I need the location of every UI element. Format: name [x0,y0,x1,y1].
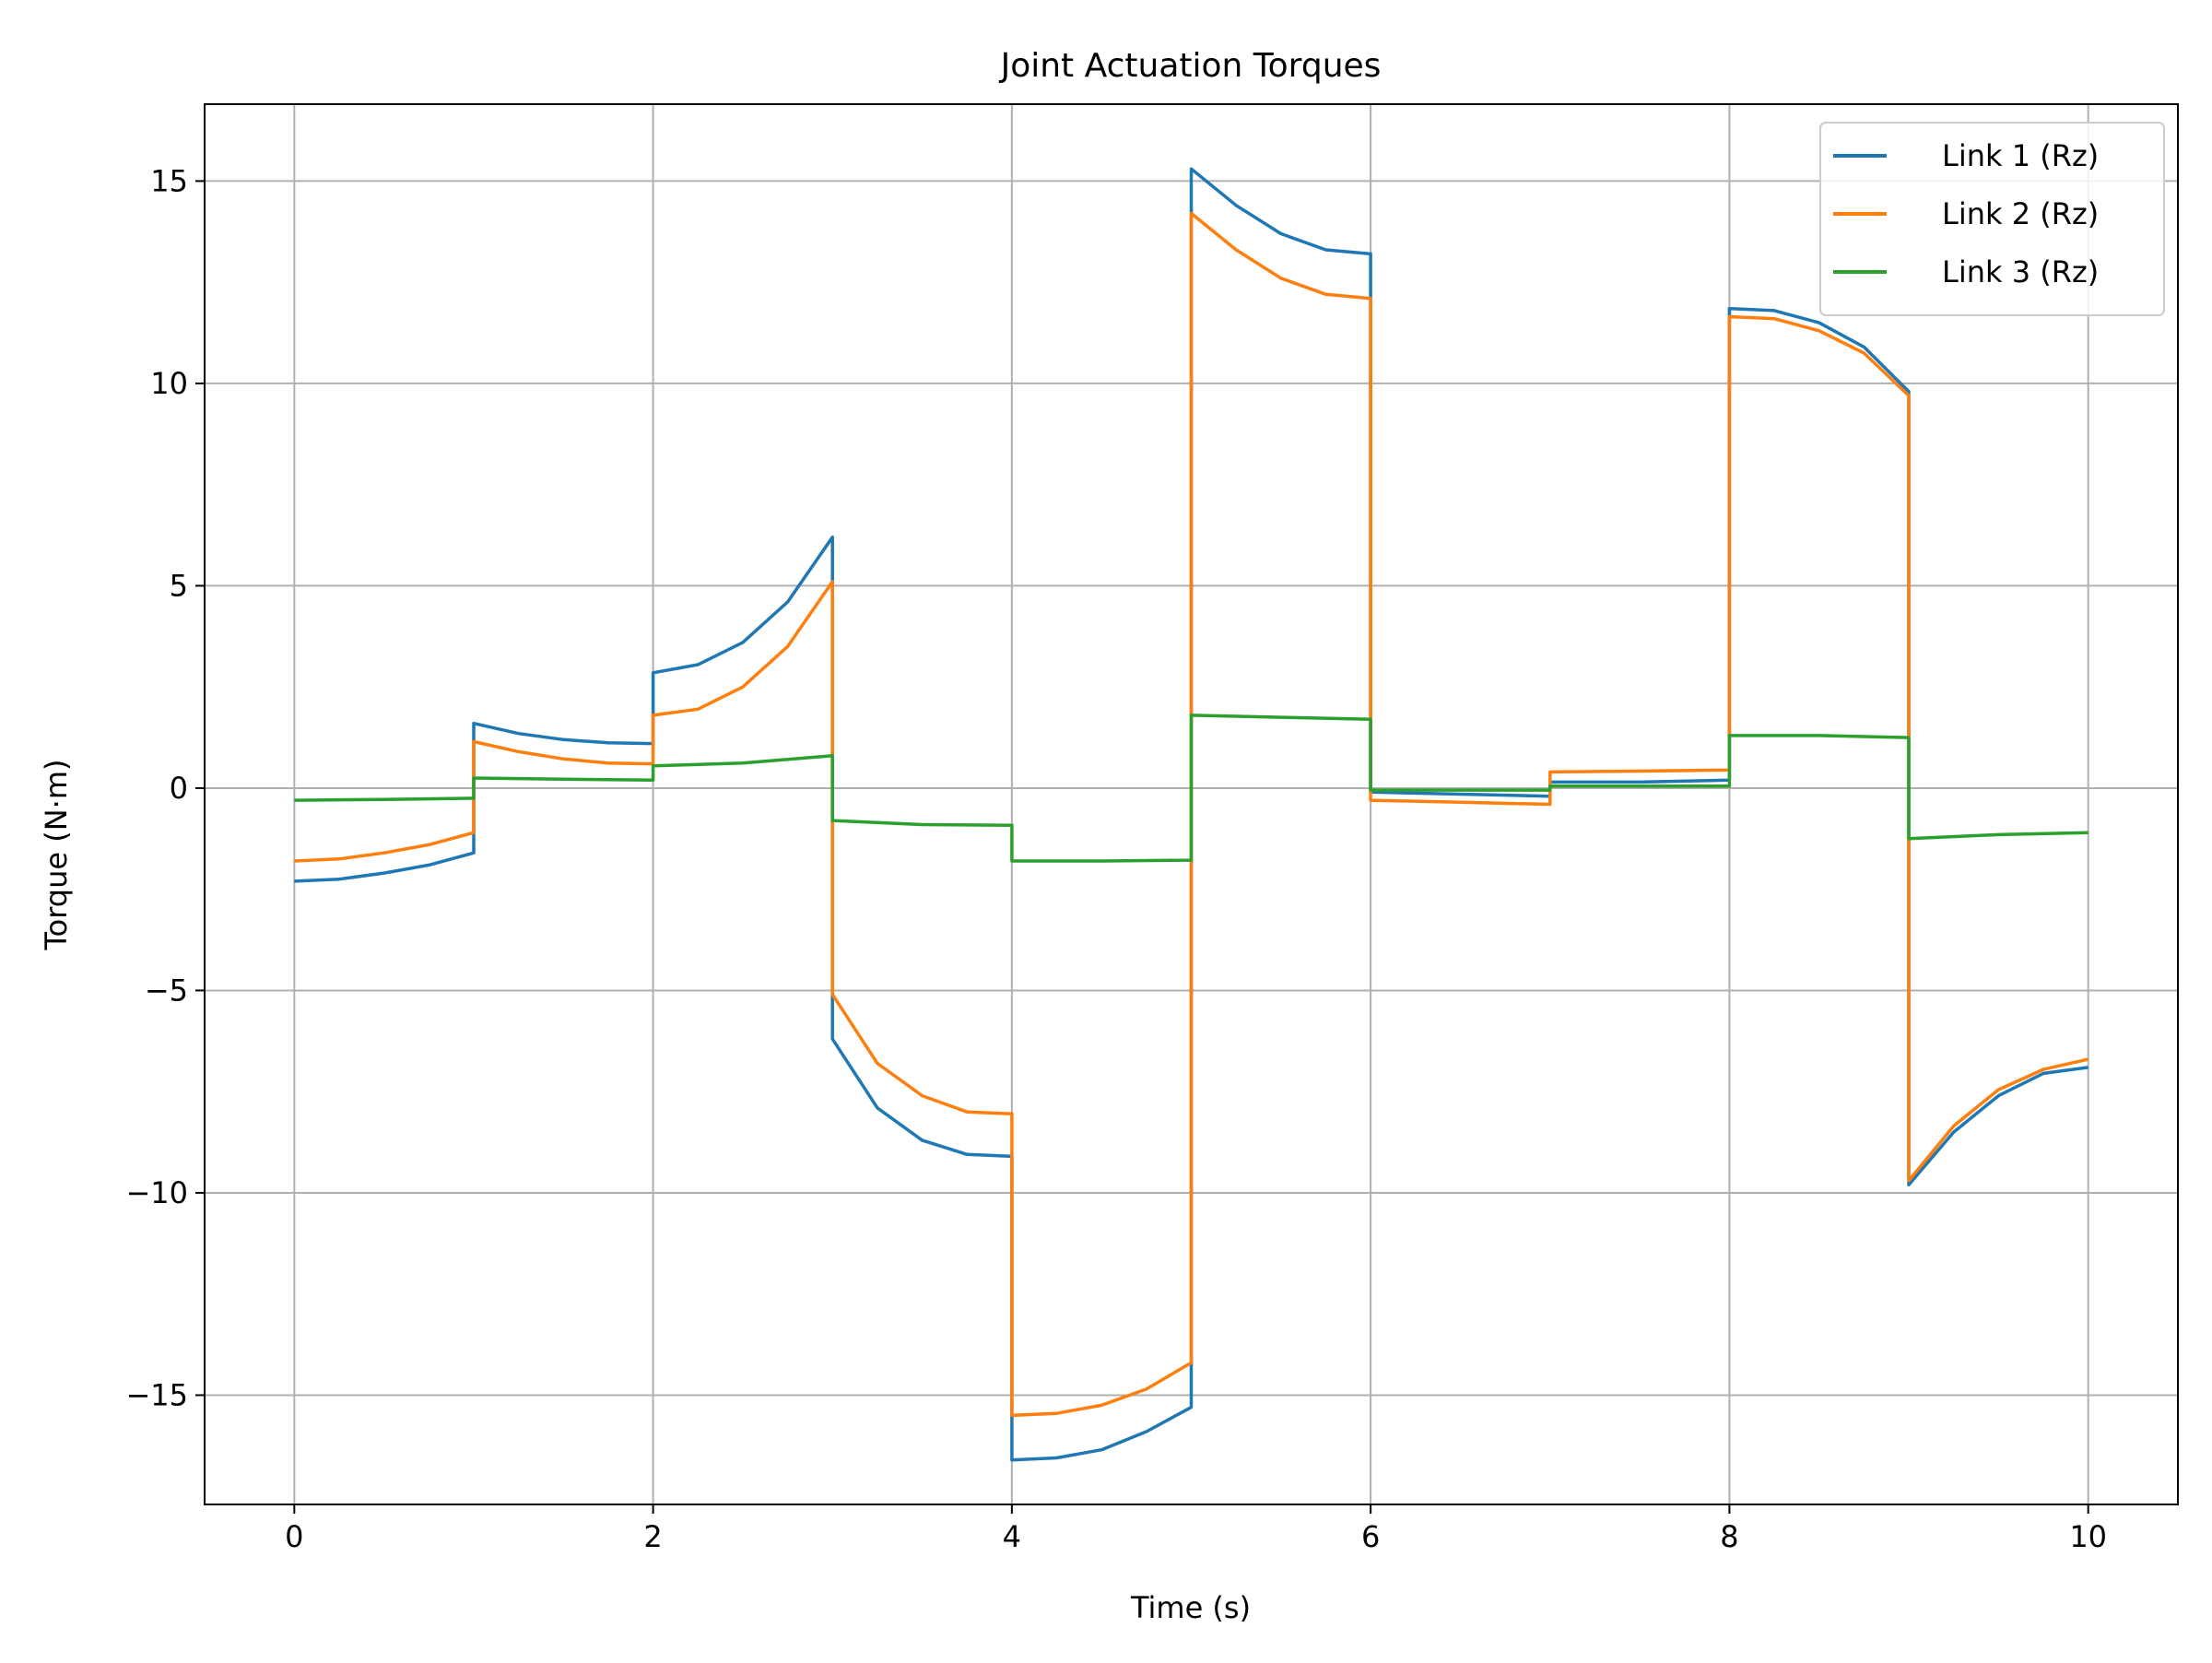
legend-label: Link 1 (Rz) [1942,138,2099,173]
y-axis-label: Torque (N·m) [39,760,74,951]
y-tick-label: −10 [125,1175,188,1210]
y-axis-ticks: −15 −10 −5 0 5 10 15 [125,163,205,1412]
y-tick-label: 5 [170,568,188,603]
y-tick-label: −5 [145,973,188,1008]
x-tick-label: 4 [1003,1519,1021,1554]
x-axis-ticks: 0 2 4 6 8 10 [285,1504,2107,1554]
x-axis-label: Time (s) [1130,1590,1251,1625]
series-lines [294,167,2089,1462]
x-tick-label: 10 [2069,1519,2107,1554]
legend-label: Link 3 (Rz) [1942,254,2099,289]
y-tick-label: 0 [170,771,188,806]
series-line-link-1 [294,167,2088,1462]
legend: Link 1 (Rz) Link 2 (Rz) Link 3 (Rz) [1819,122,2165,316]
x-tick-label: 6 [1361,1519,1380,1554]
y-tick-label: −15 [125,1377,188,1412]
series-line-link-3 [294,714,2088,863]
y-tick-label: 15 [150,163,188,198]
legend-frame [1819,122,2165,316]
plot-area-frame [204,103,2179,1505]
legend-label: Link 2 (Rz) [1942,196,2099,231]
y-tick-label: 10 [150,366,188,401]
x-tick-label: 0 [285,1519,303,1554]
chart-title: Joint Actuation Torques [999,47,1382,85]
series-line-link-2 [294,211,2089,1418]
x-tick-label: 8 [1720,1519,1738,1554]
x-tick-label: 2 [643,1519,662,1554]
